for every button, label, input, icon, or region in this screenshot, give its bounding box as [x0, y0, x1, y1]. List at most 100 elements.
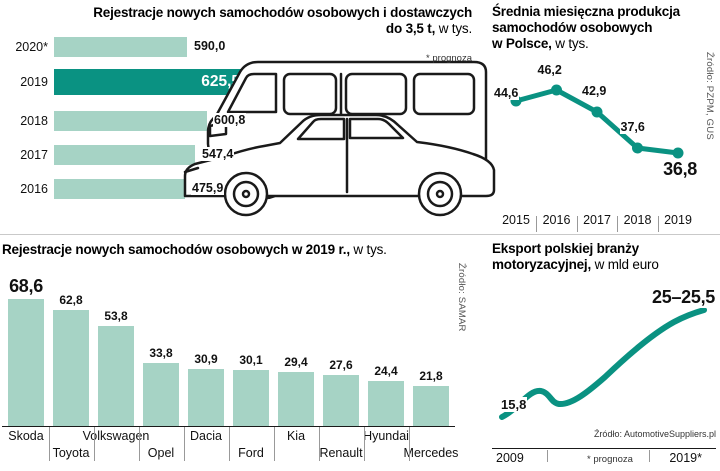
- export-axis-tick: [649, 450, 650, 462]
- chart-title-brands: Rejestracje nowych samochodów osobowych …: [2, 242, 472, 258]
- data-point: [632, 142, 643, 154]
- title-unit: w tys.: [349, 242, 387, 257]
- axis-tick: [577, 216, 578, 232]
- bar-2018: [54, 111, 207, 131]
- bar-2019: 625,5: [54, 69, 249, 95]
- year-label: 2019: [20, 74, 48, 89]
- bar-value: 600,8: [213, 113, 247, 127]
- title-text: w Polsce,: [492, 36, 552, 51]
- export-footnote: * prognoza: [587, 454, 633, 465]
- bar-value: 625,5: [201, 73, 240, 90]
- point-value: 46,2: [536, 63, 563, 77]
- bar-mercedes: [413, 386, 449, 426]
- year-label: 2017: [583, 213, 611, 227]
- label-separator: [273, 427, 275, 461]
- axis-tick: [617, 216, 618, 232]
- data-point: [551, 84, 562, 96]
- label-separator: [183, 427, 185, 461]
- chart-title-production: Średnia miesięczna produkcja samochodów …: [492, 4, 708, 52]
- title-text: Eksport polskiej branży: [492, 241, 639, 256]
- brand-label: Dacia: [190, 429, 222, 443]
- brand-label: Hyundai: [363, 429, 409, 443]
- year-label: 2020*: [15, 39, 48, 54]
- bar-hyundai: [368, 381, 404, 426]
- title-unit: w tys.: [551, 36, 589, 51]
- label-separator: [48, 427, 50, 461]
- title-text: do 3,5 t,: [385, 21, 436, 36]
- brand-label: Toyota: [52, 446, 90, 460]
- export-line: [499, 307, 707, 420]
- brand-label: Skoda: [8, 429, 44, 443]
- bar-kia: [278, 372, 314, 426]
- year-label: 2018: [20, 113, 48, 128]
- brand-label: Kia: [286, 429, 306, 443]
- bar-value: 62,8: [59, 293, 83, 307]
- chart-title-export: Eksport polskiej branży motoryzacyjnej, …: [492, 241, 716, 273]
- brand-axis-line: [2, 426, 455, 427]
- label-separator: [408, 427, 410, 461]
- title-text: Rejestracje nowych samochodów osobowych …: [93, 5, 472, 20]
- bar-toyota: [53, 310, 89, 426]
- bar-value: 27,6: [329, 358, 353, 372]
- bar-2017: [54, 145, 195, 165]
- label-separator: [228, 427, 230, 461]
- title-text: Rejestracje nowych samochodów osobowych …: [2, 242, 350, 257]
- source-samar: Źródło: SAMAR: [456, 263, 467, 332]
- bar-2020: [54, 37, 187, 57]
- bar-dacia: [188, 369, 224, 426]
- bar-value: 33,8: [149, 346, 173, 360]
- year-label: 2015: [502, 213, 530, 227]
- export-start-value: 15,8: [500, 397, 528, 412]
- van-icon: [206, 60, 488, 200]
- year-label: 2016: [542, 213, 571, 227]
- footnote-prognoza: * prognoza: [426, 53, 472, 64]
- title-text: motoryzacyjnej,: [492, 257, 592, 272]
- axis-tick: [658, 216, 659, 232]
- export-x-end: 2019*: [669, 451, 702, 465]
- point-value: 42,9: [581, 84, 608, 98]
- brand-label: Ford: [238, 446, 264, 460]
- brand-label: Mercedes: [403, 446, 459, 460]
- bar-value: 30,9: [194, 352, 218, 366]
- brand-label: Opel: [147, 446, 175, 460]
- bar-value: 24,4: [374, 364, 398, 378]
- bar-opel: [143, 363, 179, 426]
- bar-renault: [323, 375, 359, 426]
- title-unit: w tys.: [435, 21, 473, 36]
- bar-value: 590,0: [193, 39, 227, 53]
- title-text: Średnia miesięczna produkcja: [492, 4, 680, 19]
- export-end-value: 25–25,5: [596, 287, 716, 308]
- production-line: [513, 87, 681, 156]
- bar-value: 475,9: [191, 181, 225, 195]
- label-separator: [93, 427, 95, 461]
- point-value: 44,6: [493, 86, 520, 100]
- bar-ford: [233, 370, 269, 426]
- year-label: 2018: [623, 213, 652, 227]
- car-icon: [183, 113, 496, 217]
- section-divider: [0, 234, 720, 235]
- title-text: samochodów osobowych: [492, 20, 653, 35]
- bar-value: 53,8: [104, 309, 128, 323]
- title-unit: w mld euro: [591, 257, 659, 272]
- year-label: 2017: [20, 147, 48, 162]
- point-value: 36,8: [636, 159, 698, 180]
- chart-title-registrations: Rejestracje nowych samochodów osobowych …: [0, 5, 472, 37]
- bar-value: 547,4: [201, 147, 235, 161]
- data-point: [591, 106, 603, 118]
- export-axis-tick: [547, 450, 548, 462]
- year-label: 2019: [664, 213, 692, 227]
- point-value: 37,6: [619, 120, 646, 134]
- export-axis-line: [492, 448, 716, 449]
- data-point: [672, 147, 684, 159]
- label-separator: [318, 427, 320, 461]
- brand-label: Renault: [319, 446, 363, 460]
- bar-skoda: [8, 299, 44, 426]
- source-pzpm-gus: Źródło: PZPM, GUS: [704, 52, 715, 140]
- axis-tick: [536, 216, 537, 232]
- bar-2016: [54, 179, 185, 199]
- brand-label: Volkswagen: [82, 429, 150, 443]
- bar-value: 30,1: [239, 353, 263, 367]
- bar-value: 68,6: [9, 276, 43, 296]
- bar-value: 29,4: [284, 355, 308, 369]
